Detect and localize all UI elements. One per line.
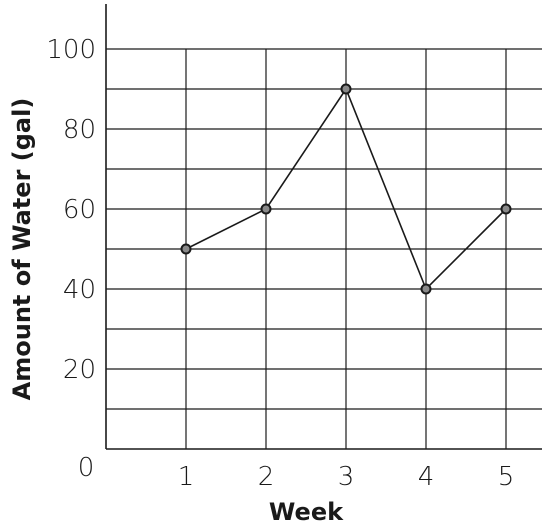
origin-label: 0 xyxy=(78,453,95,483)
y-tick-label: 40 xyxy=(63,275,96,305)
y-tick-label: 80 xyxy=(63,115,96,145)
data-point xyxy=(260,203,272,215)
data-point xyxy=(420,283,432,295)
chart-series xyxy=(180,83,512,295)
y-tick-label: 100 xyxy=(46,35,96,65)
y-tick-label: 20 xyxy=(63,355,96,385)
chart-grid xyxy=(106,48,542,449)
x-tick-label: 5 xyxy=(498,462,515,492)
data-point xyxy=(180,243,192,255)
x-axis-title: Week xyxy=(269,498,344,526)
x-tick-label: 4 xyxy=(418,462,435,492)
x-tick-label: 1 xyxy=(178,462,195,492)
y-axis-title: Amount of Water (gal) xyxy=(8,98,36,401)
data-point xyxy=(500,203,512,215)
x-tick-label: 2 xyxy=(258,462,275,492)
chart-axes xyxy=(105,4,542,450)
data-point xyxy=(340,83,352,95)
x-tick-label: 3 xyxy=(338,462,355,492)
y-tick-label: 60 xyxy=(63,195,96,225)
chart-labels: 20 40 60 80 100 0 1 2 3 4 5 xyxy=(46,35,514,492)
